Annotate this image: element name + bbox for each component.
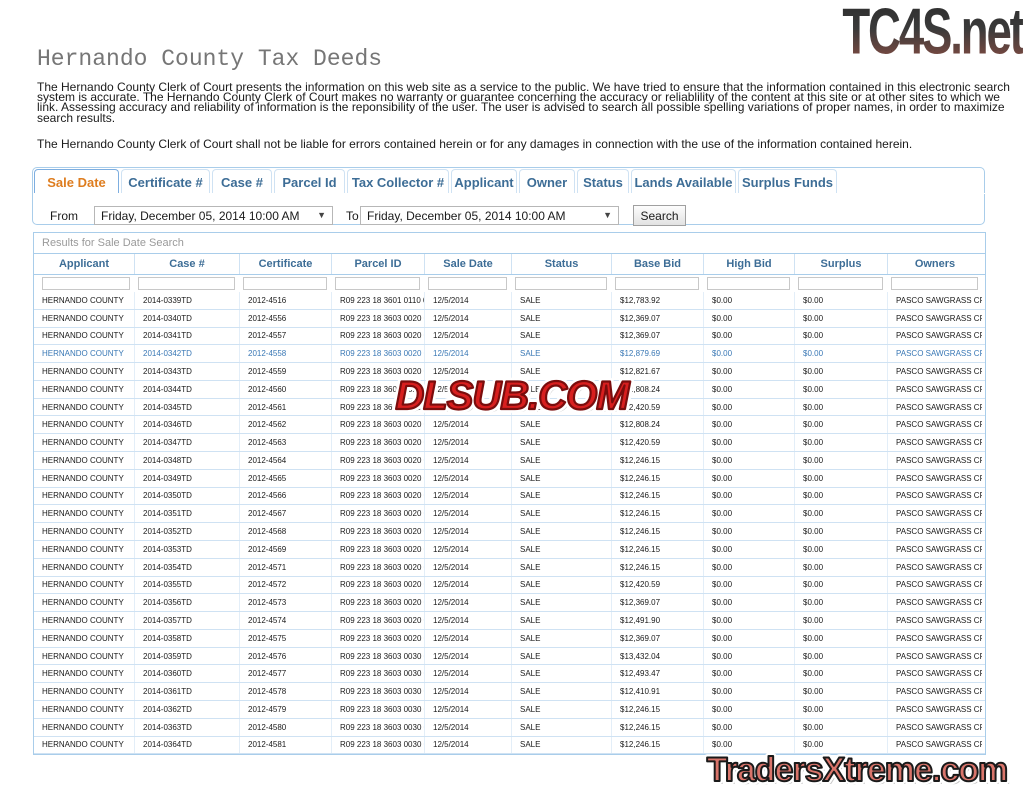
svg-text:DLSUB.COM: DLSUB.COM — [395, 374, 631, 418]
svg-text:TradersXtreme.com: TradersXtreme.com — [707, 751, 1008, 789]
